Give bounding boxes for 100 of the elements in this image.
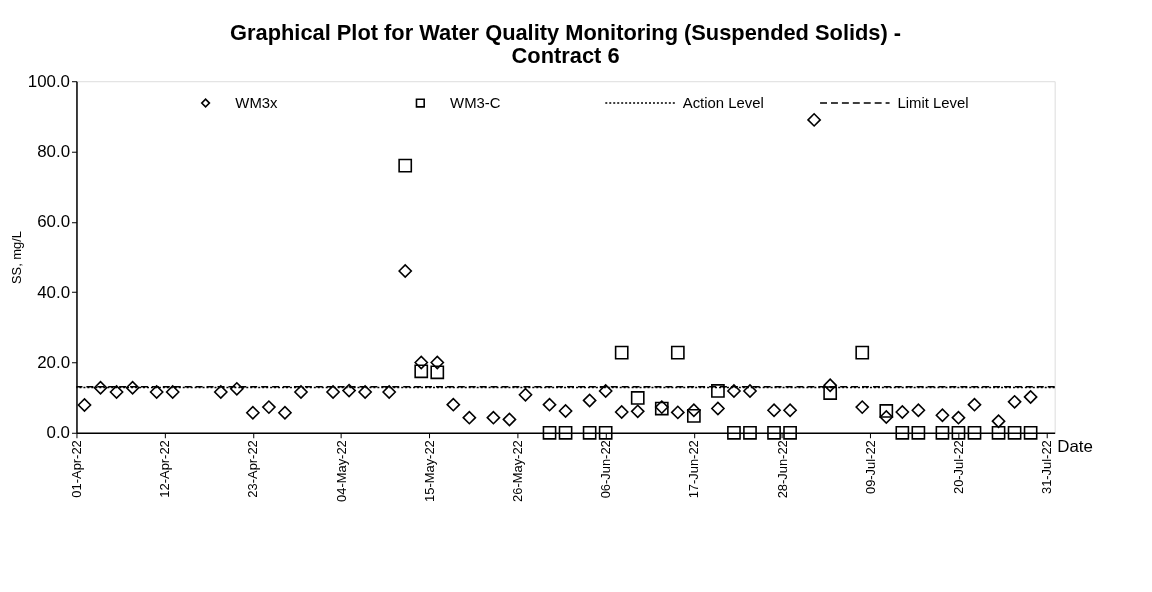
point [823,378,838,393]
point [727,425,741,440]
point [582,393,597,408]
point [598,425,613,440]
point [93,380,108,395]
point [262,400,276,414]
x-tick-label: 04-May-22 [333,440,349,502]
point [294,385,308,399]
point [1007,394,1022,409]
point [727,384,741,398]
point [1023,425,1038,440]
x-tick-label: 17-Jun-22 [686,440,702,499]
point [342,383,356,398]
point [558,425,573,440]
point [951,410,966,425]
x-tick-label: 12-Apr-22 [157,440,173,498]
point [165,385,180,399]
point [614,345,629,360]
legend-label: WM3-C [450,95,501,112]
point [109,385,124,399]
point [1023,390,1038,404]
point [1007,425,1022,440]
point [951,425,966,440]
point [895,425,910,440]
x-tick-label: 15-May-22 [421,440,437,502]
y-tick-label: 100.0 [27,71,71,91]
point [245,405,260,420]
point [743,384,757,398]
point [77,398,92,412]
x-tick-label: 31-Jul-22 [1039,440,1055,495]
x-tick-label: 20-Jul-22 [950,440,966,495]
x-tick-label: 06-Jun-22 [598,440,614,499]
point [711,401,725,416]
x-tick-label: 28-Jun-22 [774,440,790,499]
point [783,425,797,440]
y-axis-title: SS, mg/L [8,230,24,285]
point [486,410,501,425]
point [630,391,645,405]
point [670,405,685,420]
point [935,408,950,423]
point [430,365,445,380]
y-tick-label: 20.0 [37,352,71,372]
x-tick-label: 26-May-22 [509,440,525,502]
y-tick-label: 40.0 [37,282,71,302]
point [879,410,894,424]
chart-title: Graphical Plot for Water Quality Monitoring (Suspended Solids) - Contract 6 [230,19,902,69]
point [855,400,870,414]
point [558,404,573,418]
point [326,385,340,399]
legend-label: Action Level [682,95,764,112]
point [414,355,429,370]
point [542,425,557,440]
point [446,397,461,412]
point [502,412,517,427]
point [358,385,372,399]
point [542,397,557,412]
x-tick-label: 23-Apr-22 [245,440,261,498]
point [767,425,781,440]
point [670,345,685,360]
point [991,425,1006,440]
y-tick-label: 80.0 [37,141,71,161]
point [991,414,1006,429]
point [382,385,397,399]
y-tick-label: 0.0 [46,423,71,443]
point [630,404,645,419]
point [125,380,140,395]
y-tick-label: 60.0 [37,212,71,232]
point [414,364,429,379]
point [430,355,445,370]
legend-label: WM3x [235,95,279,112]
x-axis-title: Date [1057,437,1093,457]
point [895,405,910,419]
point [807,113,822,127]
point [398,264,413,278]
point [967,425,982,440]
point [911,403,926,418]
point [855,345,870,360]
point [879,404,894,418]
point [686,403,701,418]
point [614,405,629,419]
point [518,387,533,402]
point [213,385,228,399]
point [935,425,950,440]
point [149,385,164,399]
point [823,386,838,400]
point [278,405,292,420]
point [911,425,926,440]
point [686,409,701,423]
point [767,403,781,418]
point [967,397,982,412]
point [398,158,413,173]
x-tick-label: 01-Apr-22 [68,440,84,498]
legend-label: Limit Level [897,95,969,112]
point [711,384,725,398]
point [783,403,797,418]
point [582,425,597,440]
point [229,381,244,396]
x-tick-label: 09-Jul-22 [862,440,878,495]
point [462,410,477,425]
point [598,384,613,398]
